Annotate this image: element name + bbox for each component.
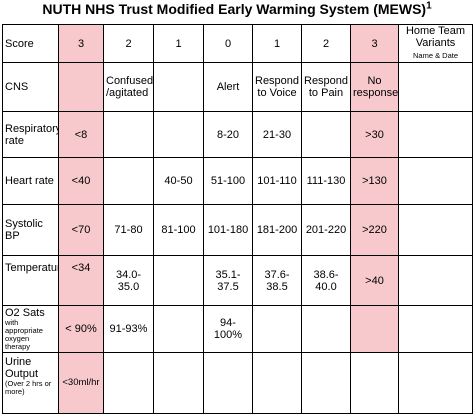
row-label: O2 Sats bbox=[5, 307, 45, 319]
variants-cell bbox=[398, 157, 473, 205]
variants-cell bbox=[398, 204, 473, 256]
row-label: CNS bbox=[2, 62, 59, 112]
table-cell bbox=[301, 352, 351, 414]
table-cell: No response bbox=[350, 62, 399, 112]
score-cell: 3 bbox=[58, 24, 104, 63]
table-cell bbox=[252, 352, 302, 414]
mews-table: Score 3 2 1 0 1 2 3 Home Team Variants N… bbox=[2, 24, 473, 414]
table-cell bbox=[350, 352, 399, 414]
table-cell: < 90% bbox=[58, 305, 104, 353]
title-superscript: 1 bbox=[426, 0, 432, 12]
score-cell: 1 bbox=[153, 24, 204, 63]
table-cell: 8-20 bbox=[203, 111, 253, 158]
row-label-o2: O2 Sats with appropriate oxygen therapy bbox=[2, 305, 59, 353]
table-cell bbox=[58, 62, 104, 112]
score-cell: 3 bbox=[350, 24, 399, 63]
table-cell: 94-100% bbox=[203, 305, 253, 353]
variants-line2: Name & Date bbox=[412, 51, 459, 60]
table-cell bbox=[103, 157, 154, 205]
table-cell: <8 bbox=[58, 111, 104, 158]
table-cell bbox=[153, 62, 204, 112]
table-row: Systolic BP <70 71-80 81-100 101-180 181… bbox=[2, 204, 473, 256]
table-cell: <70 bbox=[58, 204, 104, 256]
table-cell: 51-100 bbox=[203, 157, 253, 205]
row-label: Urine Output bbox=[5, 356, 39, 380]
row-label-urine: Urine Output (Over 2 hrs or more) bbox=[2, 352, 59, 414]
table-cell: Alert bbox=[203, 62, 253, 112]
table-cell bbox=[103, 352, 154, 414]
table-cell: >30 bbox=[350, 111, 399, 158]
table-cell: 40-50 bbox=[153, 157, 204, 205]
home-team-variants-header: Home Team Variants Name & Date bbox=[398, 24, 473, 63]
variants-cell bbox=[398, 255, 473, 306]
table-cell: 111-130 bbox=[301, 157, 351, 205]
table-cell: >40 bbox=[350, 255, 399, 306]
score-cell: 1 bbox=[252, 24, 302, 63]
table-row: CNS Confused /agitated Alert Respond to … bbox=[2, 62, 473, 112]
score-cell: 0 bbox=[203, 24, 253, 63]
table-cell: 37.6- 38.5 bbox=[252, 255, 302, 306]
table-cell: 81-100 bbox=[153, 204, 204, 256]
table-cell bbox=[153, 255, 204, 306]
variants-line1: Home Team Variants bbox=[405, 25, 466, 50]
title-text: NUTH NHS Trust Modified Early Warming Sy… bbox=[42, 1, 427, 17]
table-cell: Respond to Pain bbox=[301, 62, 351, 112]
table-cell: 181-200 bbox=[252, 204, 302, 256]
table-cell bbox=[301, 111, 351, 158]
table-cell bbox=[153, 111, 204, 158]
table-row: Urine Output (Over 2 hrs or more) <30ml/… bbox=[2, 352, 473, 414]
table-cell bbox=[301, 305, 351, 353]
table-cell: 34.0- 35.0 bbox=[103, 255, 154, 306]
row-label: Temperature bbox=[2, 255, 59, 306]
table-cell: <40 bbox=[58, 157, 104, 205]
variants-cell bbox=[398, 305, 473, 353]
row-label: Respiratory rate bbox=[2, 111, 59, 158]
table-cell: <34 bbox=[58, 255, 104, 306]
table-cell bbox=[203, 352, 253, 414]
table-cell bbox=[350, 305, 399, 353]
table-cell: 71-80 bbox=[103, 204, 154, 256]
table-cell: 101-110 bbox=[252, 157, 302, 205]
table-cell: Confused /agitated bbox=[103, 62, 154, 112]
row-label: Systolic BP bbox=[2, 204, 59, 256]
table-cell bbox=[103, 111, 154, 158]
table-cell: 91-93% bbox=[103, 305, 154, 353]
table-cell: >130 bbox=[350, 157, 399, 205]
table-cell: 38.6- 40.0 bbox=[301, 255, 351, 306]
table-row: Temperature <34 34.0- 35.0 35.1- 37.5 37… bbox=[2, 255, 473, 306]
table-row: O2 Sats with appropriate oxygen therapy … bbox=[2, 305, 473, 353]
table-cell bbox=[153, 352, 204, 414]
variants-cell bbox=[398, 352, 473, 414]
row-label: Heart rate bbox=[2, 157, 59, 205]
table-row: Respiratory rate <8 8-20 21-30 >30 bbox=[2, 111, 473, 158]
table-cell: >220 bbox=[350, 204, 399, 256]
page-title: NUTH NHS Trust Modified Early Warming Sy… bbox=[0, 0, 474, 24]
table-cell: 201-220 bbox=[301, 204, 351, 256]
table-cell: 101-180 bbox=[203, 204, 253, 256]
score-cell: 2 bbox=[301, 24, 351, 63]
score-header-row: Score 3 2 1 0 1 2 3 Home Team Variants N… bbox=[2, 24, 473, 63]
table-cell bbox=[252, 305, 302, 353]
row-sublabel: (Over 2 hrs or more) bbox=[5, 379, 52, 396]
table-cell: Respond to Voice bbox=[252, 62, 302, 112]
table-row: Heart rate <40 40-50 51-100 101-110 111-… bbox=[2, 157, 473, 205]
score-cell: 2 bbox=[103, 24, 154, 63]
table-cell bbox=[153, 305, 204, 353]
variants-cell bbox=[398, 62, 473, 112]
variants-cell bbox=[398, 111, 473, 158]
table-cell: 21-30 bbox=[252, 111, 302, 158]
score-label: Score bbox=[2, 24, 59, 63]
row-sublabel: with appropriate oxygen therapy bbox=[5, 318, 43, 351]
table-cell: 35.1- 37.5 bbox=[203, 255, 253, 306]
table-cell: <30ml/hr bbox=[58, 352, 104, 414]
